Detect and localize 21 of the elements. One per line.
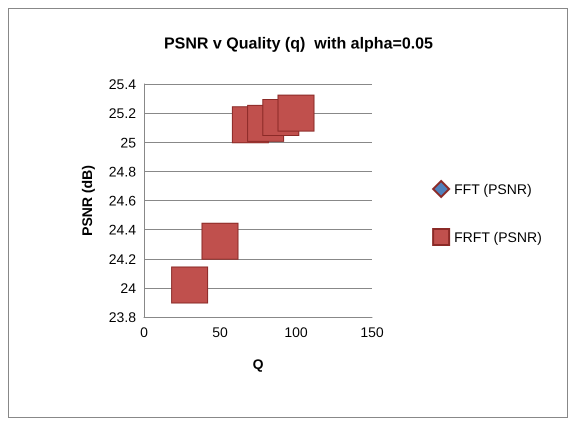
y-tick-label: 24.6	[108, 192, 136, 208]
point	[278, 94, 314, 132]
y-tick-label: 24.4	[108, 222, 136, 238]
x-tick-label: 0	[140, 324, 148, 340]
point	[202, 222, 238, 260]
y-axis-title: PSNR (dB)	[79, 165, 95, 236]
y-tick-label: 24	[120, 280, 136, 296]
y-tick-label: 24.8	[108, 163, 136, 180]
x-axis-title: Q	[252, 356, 264, 372]
chart-title: PSNR v Quality (q) with alpha=0.05	[164, 36, 434, 52]
y-tick-label: 25	[120, 134, 136, 150]
y-tick-label: 23.8	[108, 309, 136, 325]
y-tick-label: 24.2	[108, 250, 136, 267]
y-tick-label: 25.2	[108, 105, 136, 122]
x-tick-label: 100	[284, 324, 308, 340]
point	[171, 266, 208, 304]
legend-label: FFT (PSNR)	[454, 181, 532, 197]
x-tick-label: 50	[212, 324, 228, 340]
x-tick-label: 150	[360, 324, 384, 340]
y-tick-label: 25.4	[108, 76, 136, 92]
legend-label: FRFT (PSNR)	[454, 229, 542, 245]
